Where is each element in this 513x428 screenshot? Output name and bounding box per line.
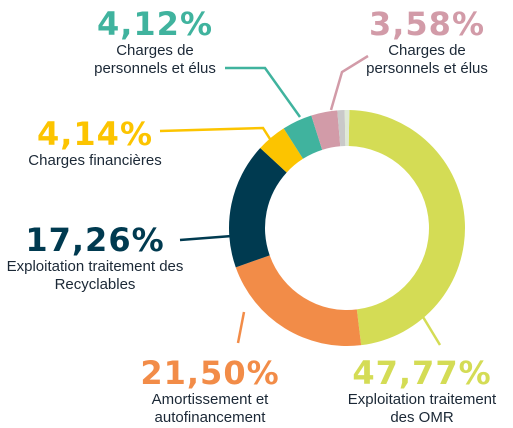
slice — [283, 115, 323, 159]
category-label: Charges de personnels et élus — [366, 42, 488, 77]
value-label: 4,12% — [96, 5, 213, 43]
slice-label: 3,58% Charges de personnels et élus — [360, 6, 495, 78]
slice — [235, 255, 362, 346]
value-label: 17,26% — [25, 221, 165, 259]
leader-line — [225, 66, 302, 118]
category-label: Exploitation traitement des OMR — [347, 391, 497, 426]
slice — [228, 148, 287, 268]
value-label: 21,50% — [140, 354, 280, 392]
leader-line — [418, 311, 442, 346]
value-label: 47,77% — [352, 354, 492, 392]
category-label: Exploitation traitement des Recyclables — [6, 258, 184, 293]
slice — [348, 110, 465, 346]
slice-label: 4,12% Charges de personnels et élus — [88, 6, 223, 78]
slice-label: 4,14% Charges financières — [0, 116, 195, 170]
slice-label: 21,50% Amortissement et autofinancement — [135, 355, 285, 427]
slice-label: 17,26% Exploitation traitement des Recycl… — [5, 222, 185, 294]
slice — [337, 110, 346, 147]
category-label: Charges de personnels et élus — [94, 42, 216, 77]
leader-line — [159, 126, 279, 151]
category-label: Charges financières — [28, 152, 162, 169]
value-label: 4,14% — [36, 115, 153, 153]
leader-line — [236, 311, 246, 344]
slice — [344, 110, 350, 147]
slice-label: 47,77% Exploitation traitement des OMR — [335, 355, 510, 427]
value-label: 3,58% — [368, 5, 485, 43]
leader-line — [329, 54, 369, 111]
slice — [311, 110, 341, 150]
category-label: Amortissement et autofinancement — [151, 391, 269, 426]
leader-line — [179, 234, 233, 242]
